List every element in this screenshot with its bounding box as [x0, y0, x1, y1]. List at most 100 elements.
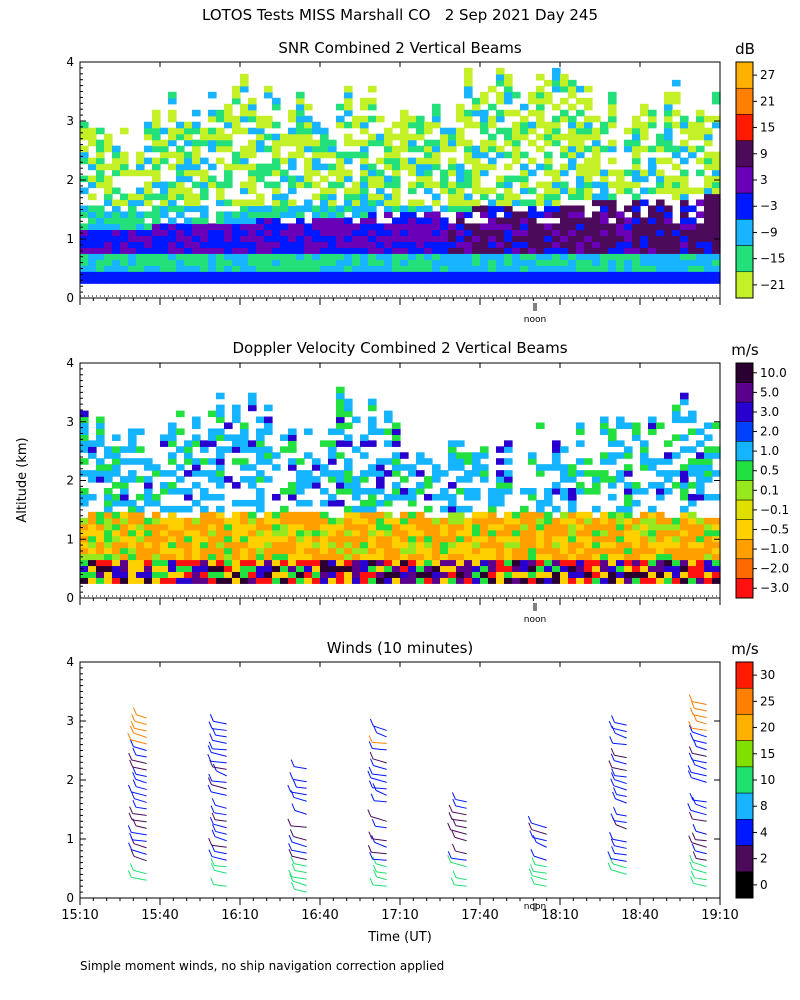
doppler-cell [104, 559, 113, 567]
snr-cell [536, 259, 545, 266]
doppler-cell [224, 535, 233, 543]
doppler-cell [480, 553, 489, 561]
doppler-cell [552, 446, 561, 453]
wind-barb-flag [688, 720, 693, 729]
snr-cell [680, 115, 689, 123]
doppler-cell [184, 452, 193, 459]
doppler-cell [80, 577, 89, 584]
snr-cell [712, 97, 721, 105]
snr-cell [200, 253, 209, 260]
wind-barb [136, 786, 147, 790]
snr-cell [520, 181, 529, 189]
snr-cell [400, 265, 409, 272]
snr-cell [360, 145, 369, 153]
wind-barb [693, 714, 707, 718]
doppler-cell [456, 553, 465, 561]
wind-barb [692, 701, 707, 705]
snr-cell [280, 265, 289, 272]
snr-cell [704, 223, 713, 231]
snr-cell [296, 175, 305, 183]
snr-cell [208, 229, 217, 236]
snr-cell [360, 241, 369, 248]
doppler-cell [432, 493, 441, 501]
snr-cell [440, 187, 449, 195]
snr-cell [80, 271, 89, 278]
snr-cell [296, 247, 305, 254]
doppler-cell [248, 464, 257, 471]
wind-barb [373, 725, 387, 731]
colorbar-label: 10.0 [760, 366, 787, 380]
doppler-cell [104, 535, 113, 543]
snr-cell [400, 163, 409, 171]
doppler-cell [176, 535, 185, 543]
doppler-cell [96, 565, 105, 572]
snr-cell [352, 277, 361, 284]
snr-cell [80, 265, 89, 272]
snr-cell [576, 139, 585, 147]
snr-cell [352, 271, 361, 278]
snr-cell [416, 175, 425, 183]
snr-cell [696, 115, 705, 123]
doppler-cell [128, 470, 137, 477]
colorbar-label: 15 [760, 121, 775, 135]
snr-cell [680, 253, 689, 260]
snr-cell [584, 235, 593, 242]
snr-cell [448, 193, 457, 201]
snr-cell [184, 277, 193, 284]
doppler-cell [680, 464, 689, 471]
wind-barb [296, 786, 307, 789]
snr-cell [664, 115, 673, 123]
snr-cell [600, 247, 609, 254]
doppler-cell [224, 577, 233, 584]
snr-cell [560, 235, 569, 242]
snr-cell [288, 223, 297, 231]
snr-cell [344, 151, 353, 159]
snr-cell [704, 133, 713, 141]
doppler-cell [176, 571, 185, 578]
doppler-cell [456, 541, 465, 549]
doppler-cell [208, 547, 217, 555]
snr-cell [448, 271, 457, 278]
snr-cell [328, 277, 337, 284]
doppler-cell [680, 482, 689, 489]
snr-cell [696, 133, 705, 141]
snr-cell [344, 169, 353, 177]
snr-cell [144, 193, 153, 201]
snr-cell [632, 193, 641, 201]
doppler-cell [576, 565, 585, 572]
snr-cell [296, 253, 305, 260]
snr-cell [264, 271, 273, 278]
doppler-cell [88, 547, 97, 555]
snr-cell [104, 223, 113, 231]
snr-cell [368, 205, 377, 213]
doppler-cell [504, 553, 513, 561]
snr-cell [544, 223, 553, 231]
snr-cell [568, 265, 577, 272]
doppler-cell [392, 440, 401, 447]
snr-cell [640, 169, 649, 177]
colorbar-label: 10 [760, 773, 775, 787]
wind-barb-flag [210, 805, 215, 813]
snr-cell [304, 265, 313, 272]
snr-cell [456, 115, 465, 123]
doppler-cell [296, 535, 305, 543]
snr-cell [304, 133, 313, 141]
snr-cell [264, 265, 273, 272]
doppler-cell [688, 529, 697, 537]
doppler-cell [512, 541, 521, 549]
snr-cell [184, 205, 193, 213]
doppler-cell [160, 547, 169, 555]
snr-cell [368, 235, 377, 242]
doppler-cell [624, 452, 633, 459]
wind-barb-flag [211, 829, 216, 837]
doppler-cell [80, 488, 89, 495]
snr-cell [496, 271, 505, 278]
snr-cell [640, 241, 649, 248]
doppler-cell [344, 529, 353, 537]
doppler-cell [80, 440, 89, 447]
snr-cell [384, 199, 393, 207]
snr-cell [336, 271, 345, 278]
snr-cell [224, 175, 233, 183]
doppler-cell [680, 541, 689, 549]
wind-barb-flag [132, 772, 137, 780]
